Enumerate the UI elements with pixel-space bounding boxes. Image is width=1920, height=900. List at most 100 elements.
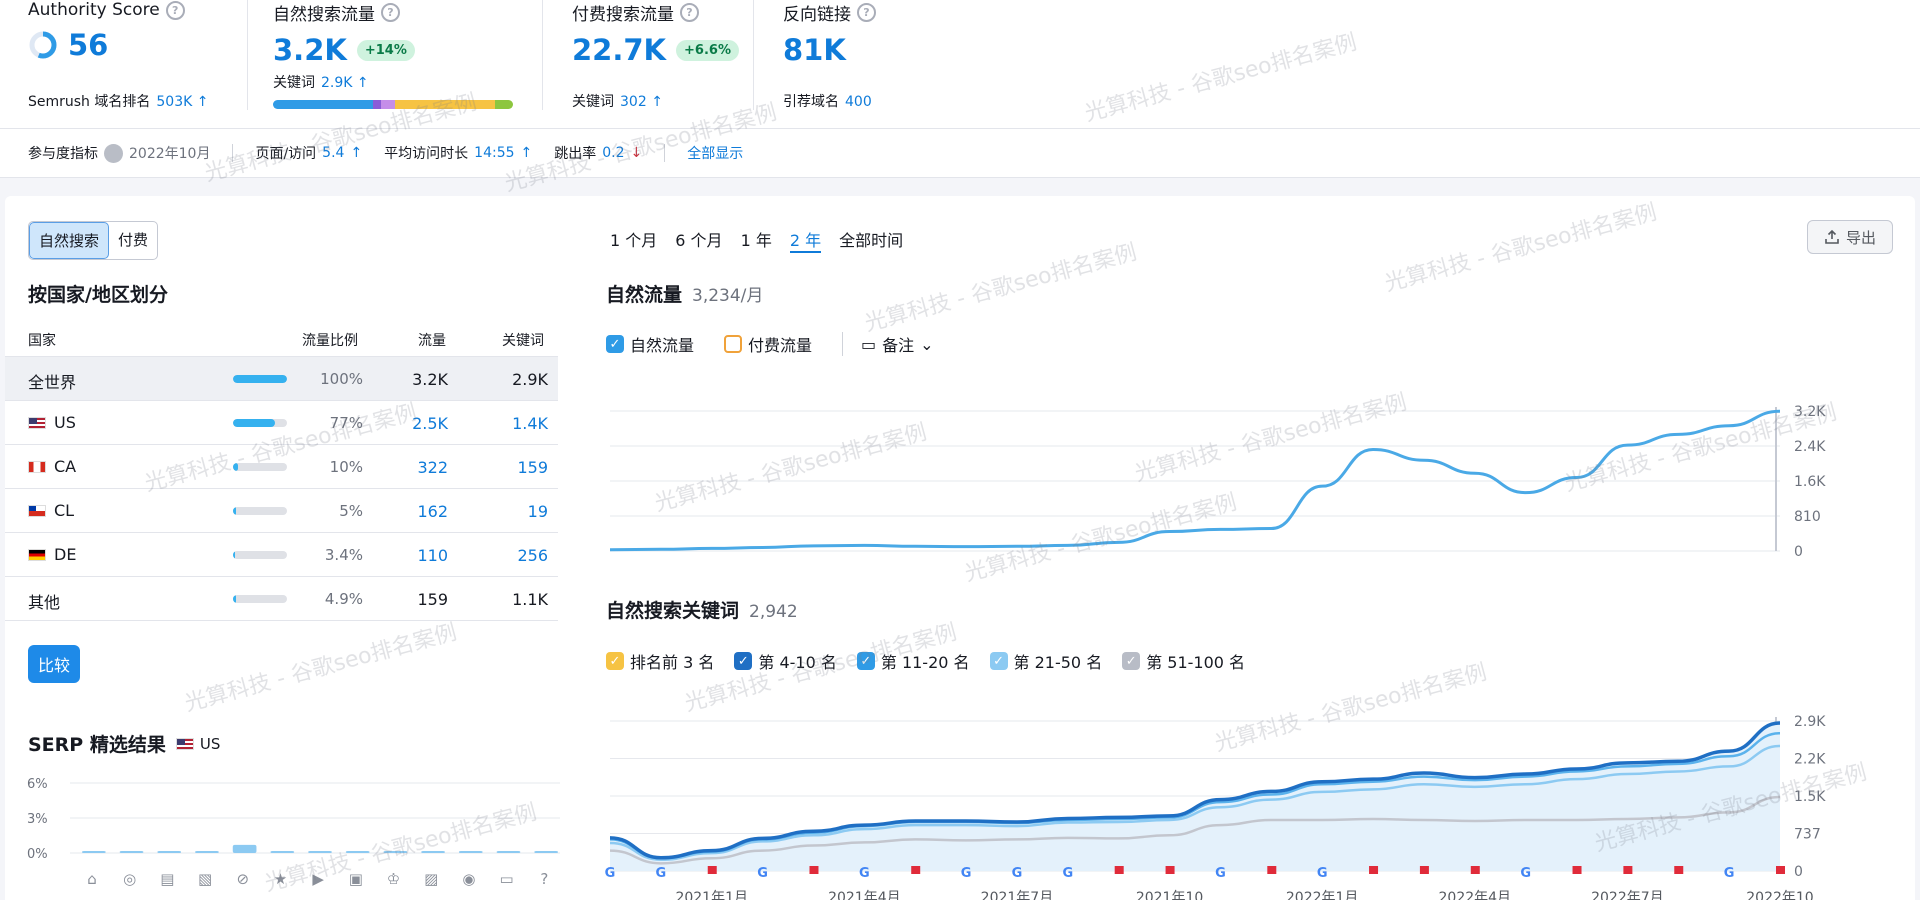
- series-toggle[interactable]: ✓ 自然流量: [606, 332, 694, 356]
- table-row[interactable]: US 77% 2.5K 1.4K: [5, 400, 558, 444]
- flag-marker-icon[interactable]: [1165, 866, 1175, 874]
- serp-bar[interactable]: [458, 851, 483, 853]
- organic-traffic-value[interactable]: 3.2K: [273, 33, 347, 67]
- info-icon[interactable]: ?: [381, 3, 400, 22]
- referring-domains-value[interactable]: 400: [845, 94, 872, 110]
- tab-organic[interactable]: 自然搜索: [29, 222, 110, 259]
- table-row[interactable]: CL 5% 162 19: [5, 488, 558, 532]
- period-tab[interactable]: 6 个月: [675, 231, 723, 250]
- backlinks-value[interactable]: 81K: [783, 33, 846, 67]
- period-tab[interactable]: 全部时间: [839, 231, 904, 250]
- period-tab[interactable]: 1 个月: [610, 231, 658, 250]
- article-icon[interactable]: ▤: [160, 870, 174, 888]
- series-toggle[interactable]: ✓ 第 4-10 名: [734, 649, 837, 673]
- series-line[interactable]: [609, 409, 1781, 552]
- flag-marker-icon[interactable]: [911, 866, 921, 874]
- col-header-keywords[interactable]: 关键词: [502, 333, 544, 349]
- flag-marker-icon[interactable]: [1419, 866, 1429, 874]
- paid-traffic-value[interactable]: 22.7K: [572, 33, 667, 67]
- location-pin-icon[interactable]: ◎: [123, 870, 136, 888]
- tab-paid[interactable]: 付费: [118, 231, 149, 249]
- crown-icon[interactable]: ♔: [387, 870, 400, 888]
- serp-bar[interactable]: [195, 851, 219, 853]
- export-button[interactable]: 导出: [1807, 220, 1893, 254]
- play-icon[interactable]: ◉: [462, 870, 475, 888]
- serp-bar[interactable]: [496, 851, 521, 853]
- serp-bar[interactable]: [308, 851, 332, 853]
- series-line[interactable]: [609, 721, 1781, 860]
- checkbox[interactable]: ✓: [989, 652, 1008, 670]
- series-toggle[interactable]: ✓ 第 51-100 名: [1122, 649, 1245, 673]
- col-header-traffic[interactable]: 流量: [418, 333, 446, 349]
- show-all-link[interactable]: 全部显示: [687, 146, 744, 162]
- flag-marker-icon[interactable]: [1674, 866, 1684, 874]
- serp-bar[interactable]: [421, 851, 445, 853]
- serp-bar[interactable]: [270, 851, 295, 853]
- series-line[interactable]: [609, 744, 1781, 862]
- table-row[interactable]: DE 3.4% 110 256: [5, 532, 558, 576]
- serp-bar[interactable]: [119, 851, 144, 853]
- compare-button[interactable]: 比较: [28, 645, 81, 683]
- link-icon[interactable]: ⊘: [236, 870, 249, 888]
- checkbox[interactable]: ✓: [734, 652, 753, 670]
- paid-keywords-value[interactable]: 302: [620, 94, 647, 110]
- flag-marker-icon[interactable]: [1369, 866, 1379, 874]
- flag-marker-icon[interactable]: [1114, 866, 1124, 874]
- series-toggle[interactable]: ✓ 第 11-20 名: [856, 649, 970, 673]
- serp-bar[interactable]: [82, 851, 106, 853]
- notes-dropdown[interactable]: ▭ 备注 ⌄: [842, 332, 934, 356]
- keywords-value[interactable]: 159: [517, 458, 548, 477]
- faq-icon[interactable]: ▭: [500, 870, 514, 888]
- table-row[interactable]: 其他 4.9% 159 1.1K: [5, 576, 558, 620]
- google-update-icon[interactable]: G: [1215, 866, 1226, 881]
- period-tab[interactable]: 1 年: [740, 231, 772, 250]
- table-row[interactable]: 全世界 100% 3.2K 2.9K: [5, 356, 558, 400]
- flag-marker-icon[interactable]: [809, 866, 819, 874]
- flag-marker-icon[interactable]: [1776, 866, 1785, 874]
- col-header-share[interactable]: 流量比例: [302, 333, 358, 349]
- flag-marker-icon[interactable]: [707, 866, 717, 874]
- checkbox[interactable]: ✓: [856, 652, 875, 670]
- google-update-icon[interactable]: G: [961, 866, 972, 881]
- checkbox[interactable]: ✓: [1122, 652, 1141, 670]
- graduation-cap-icon[interactable]: ⌂: [87, 870, 97, 888]
- flag-marker-icon[interactable]: [1470, 866, 1480, 874]
- series-toggle[interactable]: ✓ 第 21-50 名: [989, 649, 1102, 673]
- traffic-value[interactable]: 162: [417, 502, 448, 521]
- video-carousel-icon[interactable]: ▣: [349, 870, 363, 888]
- google-update-icon[interactable]: G: [1012, 866, 1023, 881]
- google-update-icon[interactable]: G: [859, 866, 870, 881]
- google-update-icon[interactable]: G: [1317, 866, 1328, 881]
- period-tab[interactable]: 2 年: [789, 227, 822, 253]
- serp-bar[interactable]: [232, 844, 257, 853]
- series-line[interactable]: [609, 795, 1781, 865]
- serp-bar[interactable]: [157, 851, 182, 853]
- flag-marker-icon[interactable]: [1267, 866, 1277, 874]
- video-icon[interactable]: ▶: [312, 870, 324, 888]
- image-pack-icon[interactable]: ▧: [198, 870, 212, 888]
- serp-bar[interactable]: [345, 851, 370, 853]
- checkbox[interactable]: ✓: [606, 652, 624, 670]
- keywords-value[interactable]: 1.4K: [512, 414, 548, 433]
- serp-country[interactable]: US: [175, 735, 220, 753]
- flag-marker-icon[interactable]: [1623, 866, 1633, 874]
- google-update-icon[interactable]: G: [1062, 866, 1073, 881]
- serp-bar[interactable]: [383, 851, 408, 853]
- google-update-icon[interactable]: G: [757, 866, 768, 881]
- organic-keywords-value[interactable]: 2.9K: [321, 75, 353, 91]
- traffic-value[interactable]: 2.5K: [412, 414, 448, 433]
- google-update-icon[interactable]: G: [1520, 866, 1531, 881]
- checkbox[interactable]: ✓: [606, 335, 624, 353]
- serp-bar[interactable]: [534, 851, 558, 853]
- info-icon[interactable]: ?: [857, 3, 876, 22]
- semrush-rank-value[interactable]: 503K: [156, 94, 193, 110]
- star-icon[interactable]: ★: [274, 870, 287, 888]
- traffic-value[interactable]: 110: [417, 546, 448, 565]
- series-toggle[interactable]: 付费流量: [724, 332, 812, 356]
- question-icon[interactable]: ?: [540, 870, 548, 888]
- keywords-value[interactable]: 256: [517, 546, 548, 565]
- info-icon[interactable]: ?: [680, 3, 699, 22]
- keyword-distribution-bar[interactable]: [273, 100, 513, 109]
- image-icon[interactable]: ▨: [424, 870, 438, 888]
- keywords-value[interactable]: 19: [527, 502, 548, 521]
